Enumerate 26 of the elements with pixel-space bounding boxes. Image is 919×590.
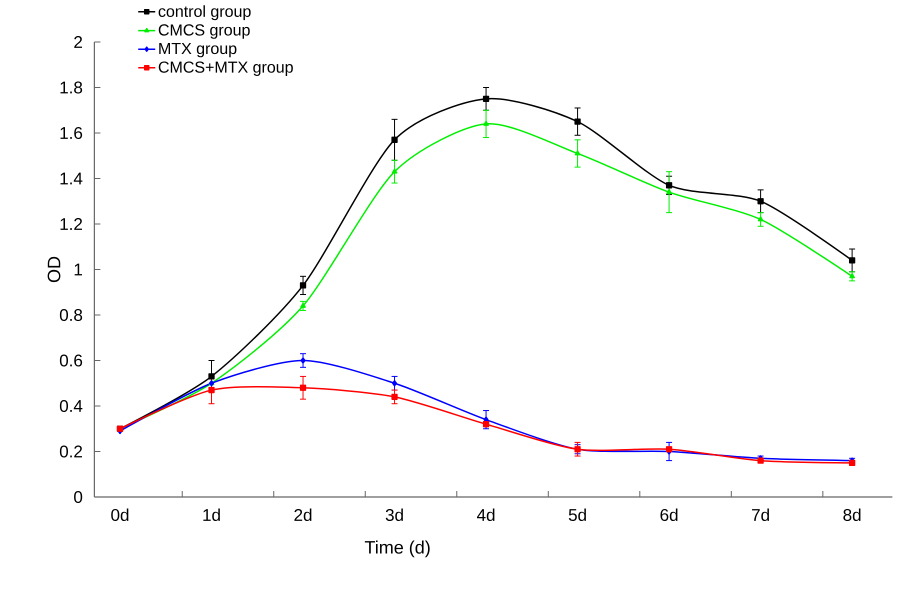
x-tick-label: 6d [660,508,678,522]
y-tick-label: 2 [74,36,82,48]
y-tick-label: 1.8 [60,81,82,94]
y-axis-title: OD [48,256,60,282]
y-tick-label: 0.8 [60,308,82,322]
x-axis-title: Time (d) [364,540,430,558]
x-tick-label: 4d [476,508,494,522]
x-tick-label: 3d [386,508,403,522]
y-tick-label: 1 [74,264,82,276]
x-tick-label: 1d [203,508,220,522]
y-tick-label: 1.4 [60,172,82,184]
y-tick-label: 1.6 [60,126,82,140]
y-tick-label: 0.6 [60,354,82,367]
legend-label: CMCS group [158,24,250,39]
x-tick-label: 2d [294,508,312,522]
x-tick-label: 7d [752,508,769,522]
x-tick-label: 5d [568,508,586,522]
legend-label: MTX group [159,42,236,58]
x-tick-label: 0d [111,508,128,522]
y-tick-label: 1.2 [60,218,82,230]
x-tick-label: 8d [843,508,860,522]
y-tick-label: 0.4 [60,400,82,412]
legend-label: CMCS+MTX group [158,61,293,76]
y-tick-label: 0 [74,490,82,504]
legend-label: control group [158,5,251,20]
y-tick-label: 0.2 [60,445,82,458]
